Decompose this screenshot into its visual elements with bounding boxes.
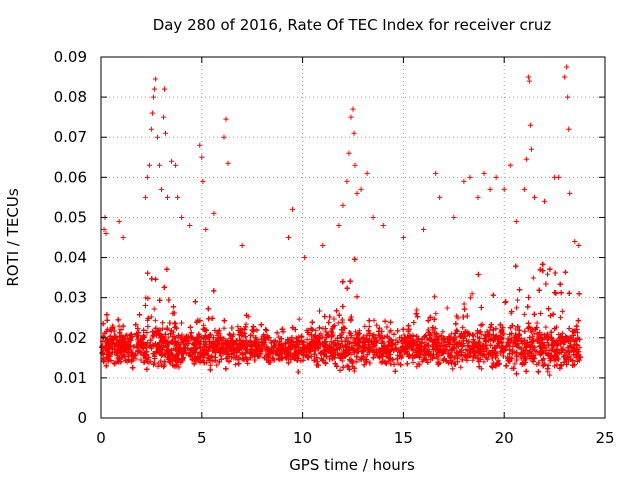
data-point <box>313 327 319 334</box>
data-point <box>410 359 416 366</box>
data-point <box>514 297 521 303</box>
data-point <box>210 358 216 364</box>
data-point <box>214 362 220 368</box>
data-point <box>478 331 484 337</box>
data-point <box>551 363 558 369</box>
data-point <box>160 326 166 332</box>
data-point <box>547 372 553 378</box>
data-point <box>431 294 438 300</box>
data-point <box>232 362 238 368</box>
data-point <box>470 357 476 363</box>
data-point <box>481 359 487 365</box>
data-point <box>158 358 164 364</box>
data-point <box>304 337 310 343</box>
data-point <box>237 350 243 356</box>
data-point <box>111 360 117 366</box>
data-point <box>414 364 420 370</box>
data-point <box>417 362 423 368</box>
chart-title: Day 280 of 2016, Rate Of TEC Index for r… <box>153 16 552 34</box>
data-point <box>543 324 549 330</box>
data-point <box>314 359 321 365</box>
data-point <box>221 325 227 331</box>
data-point <box>512 361 518 367</box>
data-point <box>362 323 368 329</box>
data-point <box>345 364 351 370</box>
data-point <box>105 326 111 332</box>
data-point <box>577 345 583 351</box>
data-point <box>179 332 185 338</box>
data-point <box>124 332 130 338</box>
data-point <box>444 305 450 311</box>
data-point <box>291 341 297 348</box>
data-point <box>148 314 154 320</box>
data-point <box>296 316 302 322</box>
data-point <box>352 329 359 335</box>
data-point <box>433 311 439 317</box>
data-point <box>559 308 565 314</box>
data-point <box>475 356 481 362</box>
data-point <box>351 336 357 342</box>
data-point <box>529 334 536 340</box>
data-point <box>344 363 350 369</box>
data-point <box>479 321 485 328</box>
data-point <box>401 332 407 338</box>
data-point <box>159 320 166 326</box>
data-point <box>308 353 315 359</box>
data-point <box>513 305 520 311</box>
data-point <box>453 327 459 333</box>
data-point <box>151 306 157 312</box>
data-point <box>461 301 467 307</box>
data-point <box>450 366 456 372</box>
data-point <box>458 364 464 370</box>
data-point <box>487 327 493 333</box>
data-point <box>448 331 454 337</box>
data-point <box>165 334 171 340</box>
data-point <box>395 360 401 366</box>
data-point <box>460 325 466 331</box>
data-point <box>374 322 380 328</box>
data-point <box>537 310 544 317</box>
data-point <box>440 329 446 335</box>
data-point <box>443 340 449 346</box>
data-points <box>98 64 583 378</box>
data-point <box>534 320 540 326</box>
data-point <box>320 334 326 340</box>
data-point <box>152 317 158 323</box>
data-point <box>335 320 341 326</box>
data-point <box>469 291 475 297</box>
data-point <box>371 317 377 323</box>
data-point <box>263 327 270 334</box>
data-point <box>521 311 527 318</box>
data-point <box>530 275 536 281</box>
data-point <box>557 314 564 321</box>
data-point <box>544 271 551 277</box>
data-point <box>377 336 383 342</box>
data-point <box>207 362 214 368</box>
data-point <box>467 295 473 301</box>
data-point <box>388 327 394 334</box>
data-point <box>200 357 206 363</box>
data-point <box>366 324 372 330</box>
